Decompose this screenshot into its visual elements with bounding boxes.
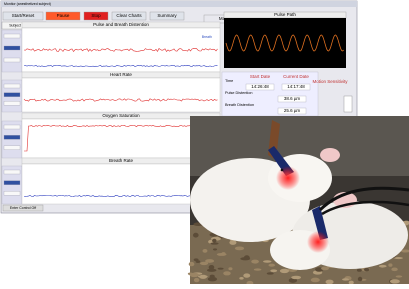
- pulse-path-plot: [224, 18, 346, 68]
- reading-value: 14:17:48: [287, 84, 305, 89]
- photo: [188, 116, 409, 284]
- bedding-chip: [396, 275, 403, 277]
- bedding-chip: [208, 277, 217, 281]
- bedding-chip: [321, 267, 329, 271]
- scale-box: [4, 101, 20, 105]
- bedding-chip: [194, 278, 199, 282]
- window-title: Monitor (anesthetized subject): [4, 2, 51, 6]
- bedding-chip: [212, 239, 216, 243]
- chart-title: Breath Rate: [109, 158, 134, 163]
- bedding-chip: [291, 276, 301, 279]
- scale-box: [4, 58, 20, 62]
- bedding-chip: [342, 278, 349, 280]
- bedding-chip: [228, 267, 232, 270]
- mouse-eye: [281, 169, 284, 172]
- bedding-chip: [223, 271, 231, 275]
- bedding-chip: [390, 279, 400, 283]
- bedding-chip: [357, 269, 362, 272]
- scale-box: [4, 146, 20, 150]
- bedding-chip: [379, 265, 387, 268]
- bedding-chip: [358, 277, 363, 281]
- bedding-chip: [270, 269, 277, 272]
- button-label: Pause: [57, 13, 70, 18]
- bedding-chip: [210, 242, 218, 244]
- bedding-chip: [251, 260, 259, 264]
- bedding-chip: [267, 272, 274, 274]
- scale-box: [4, 191, 20, 195]
- chart-title: Pulse and Breath Distention: [93, 22, 149, 27]
- page: Monitor (anesthetized subject) Start/Res…: [0, 0, 409, 284]
- reading-label: Time: [225, 79, 233, 83]
- chart-title: Heart Rate: [110, 72, 132, 77]
- bedding-chip: [280, 269, 289, 273]
- bedding-chip: [218, 268, 224, 270]
- scale-box: [4, 125, 20, 129]
- button-label: Clear Charts: [116, 13, 142, 18]
- readings-header: Current Date: [283, 74, 309, 79]
- scale-box: [4, 170, 20, 174]
- bedding-chip: [200, 262, 208, 265]
- bedding-chip: [244, 255, 250, 260]
- bedding-chip: [311, 278, 320, 283]
- bedding-chip: [388, 263, 392, 266]
- readings-header: Start Date: [250, 74, 271, 79]
- composite: Monitor (anesthetized subject) Start/Res…: [0, 0, 409, 284]
- bedding-chip: [188, 272, 193, 275]
- bedding-chip: [235, 246, 244, 250]
- sensor-light: [276, 166, 300, 190]
- bedding-chip: [239, 277, 243, 280]
- reading-value: 38.6 µm: [284, 96, 301, 101]
- reading-label: Breath Distention: [225, 103, 254, 107]
- scale-box: [4, 181, 20, 185]
- button-label: Start/Reset: [12, 13, 35, 18]
- button-label: Summary: [157, 13, 177, 18]
- chart-title: Oxygen Saturation: [102, 113, 140, 118]
- bedding-chip: [213, 248, 217, 250]
- button-label: Stop: [91, 13, 101, 18]
- footer-label: Enter Control Off: [10, 206, 36, 210]
- motion-slider[interactable]: [344, 96, 352, 112]
- scale-box: [4, 84, 20, 88]
- bedding-chip: [268, 264, 275, 267]
- reading-label: Pulse Distention: [225, 91, 252, 95]
- reading-value: 14:26:48: [251, 84, 269, 89]
- mouse-ear: [320, 148, 340, 162]
- scale-box: [4, 46, 20, 50]
- bedding-chip: [243, 273, 250, 277]
- bedding-chip: [364, 268, 369, 272]
- title-bar: [1, 1, 357, 7]
- scale-box: [4, 93, 20, 97]
- bedding-chip: [217, 253, 227, 256]
- bedding-chip: [193, 233, 199, 238]
- bedding-chip: [263, 260, 271, 263]
- motion-label: Motion Sensitivity: [312, 79, 348, 84]
- legend-label: Breath: [202, 35, 212, 39]
- pulse-path-title: Pulse Path: [274, 12, 296, 17]
- bedding-chip: [207, 269, 217, 272]
- chart-plot: [22, 78, 220, 112]
- bedding-chip: [391, 268, 397, 272]
- scale-box: [4, 34, 20, 38]
- bedding-chip: [198, 275, 208, 277]
- bedding-chip: [189, 262, 195, 266]
- reading-value: 25.6 µm: [284, 108, 301, 113]
- scale-box: [4, 135, 20, 139]
- bedding-chip: [203, 249, 208, 253]
- sensor-light: [307, 231, 329, 253]
- bedding-chip: [254, 268, 262, 270]
- bedding-chip: [196, 260, 201, 263]
